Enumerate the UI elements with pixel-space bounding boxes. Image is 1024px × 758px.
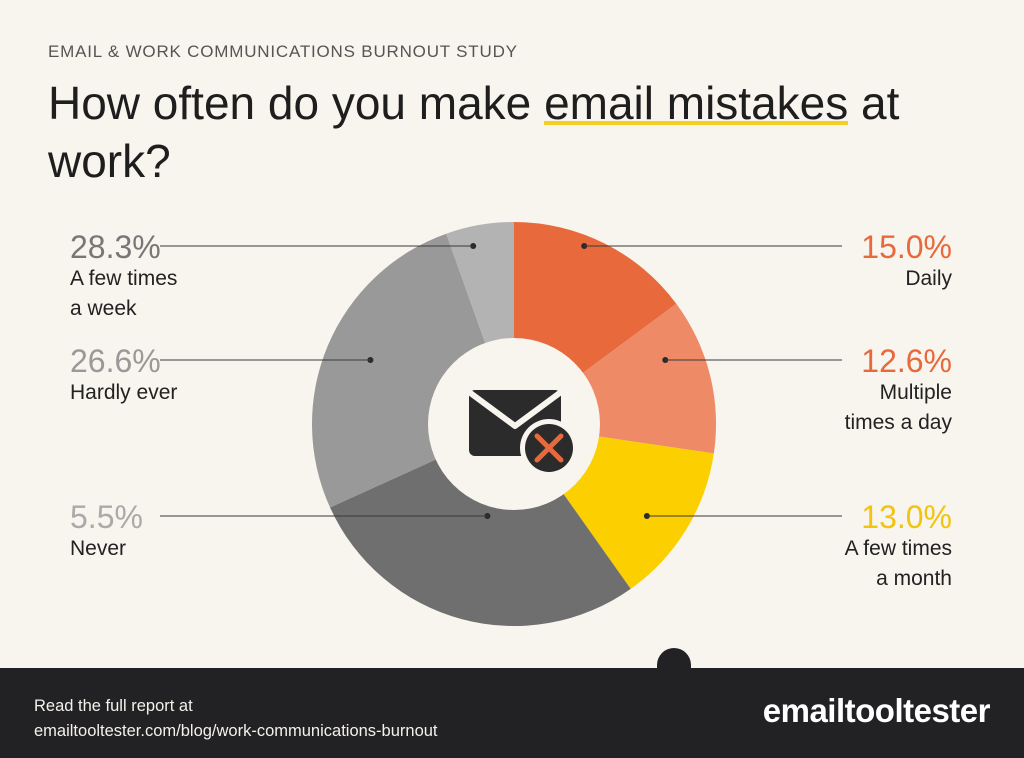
slice-category-label: Multiple [880, 381, 952, 404]
slice-category-label: A few times [70, 267, 177, 290]
brand-logo: emailtooltester [762, 692, 991, 729]
footer-bar [0, 668, 1024, 758]
footer-line-1: Read the full report at [34, 697, 193, 715]
slice-category-label: a week [70, 297, 137, 320]
slice-category-label: times a day [845, 411, 953, 434]
callout-never: 5.5%Never [70, 499, 491, 560]
slice-category-label: Hardly ever [70, 381, 177, 404]
callout-a-few-times-a-month: 13.0%A few times a month [643, 499, 952, 590]
slice-category-label: Never [70, 537, 126, 560]
callout-hardly-ever: 26.6%Hardly ever [70, 343, 374, 404]
footer-link[interactable]: emailtooltester.com/blog/work-communicat… [34, 722, 438, 740]
title-highlight: email mistakes [544, 77, 849, 129]
chart-title: How often do you make email mistakes at … [48, 74, 988, 190]
slice-category-label: A few times [845, 537, 952, 560]
slice-value-label: 5.5% [70, 499, 143, 535]
slice-category-label: Daily [905, 267, 952, 290]
slice-value-label: 13.0% [861, 499, 952, 535]
slice-value-label: 26.6% [70, 343, 161, 379]
slice-value-label: 15.0% [861, 229, 952, 265]
title-part-1: How often do you make [48, 77, 545, 129]
pie-slices [311, 222, 717, 627]
slice-category-label: a month [876, 567, 952, 590]
email-error-icon [467, 389, 578, 477]
callout-daily: 15.0%Daily [581, 229, 952, 290]
slice-value-label: 28.3% [70, 229, 161, 265]
callout-multiple-times-a-day: 12.6%Multiple times a day [662, 343, 952, 434]
footer-source: Read the full report at emailtooltester.… [34, 694, 438, 744]
slice-value-label: 12.6% [861, 343, 952, 379]
callout-a-few-times-a-week: 28.3%A few times a week [70, 229, 477, 320]
slice-a-few-times-a-week [330, 424, 631, 627]
title-part-2: at work? [48, 77, 900, 187]
study-kicker: EMAIL & WORK COMMUNICATIONS BURNOUT STUD… [48, 42, 518, 61]
